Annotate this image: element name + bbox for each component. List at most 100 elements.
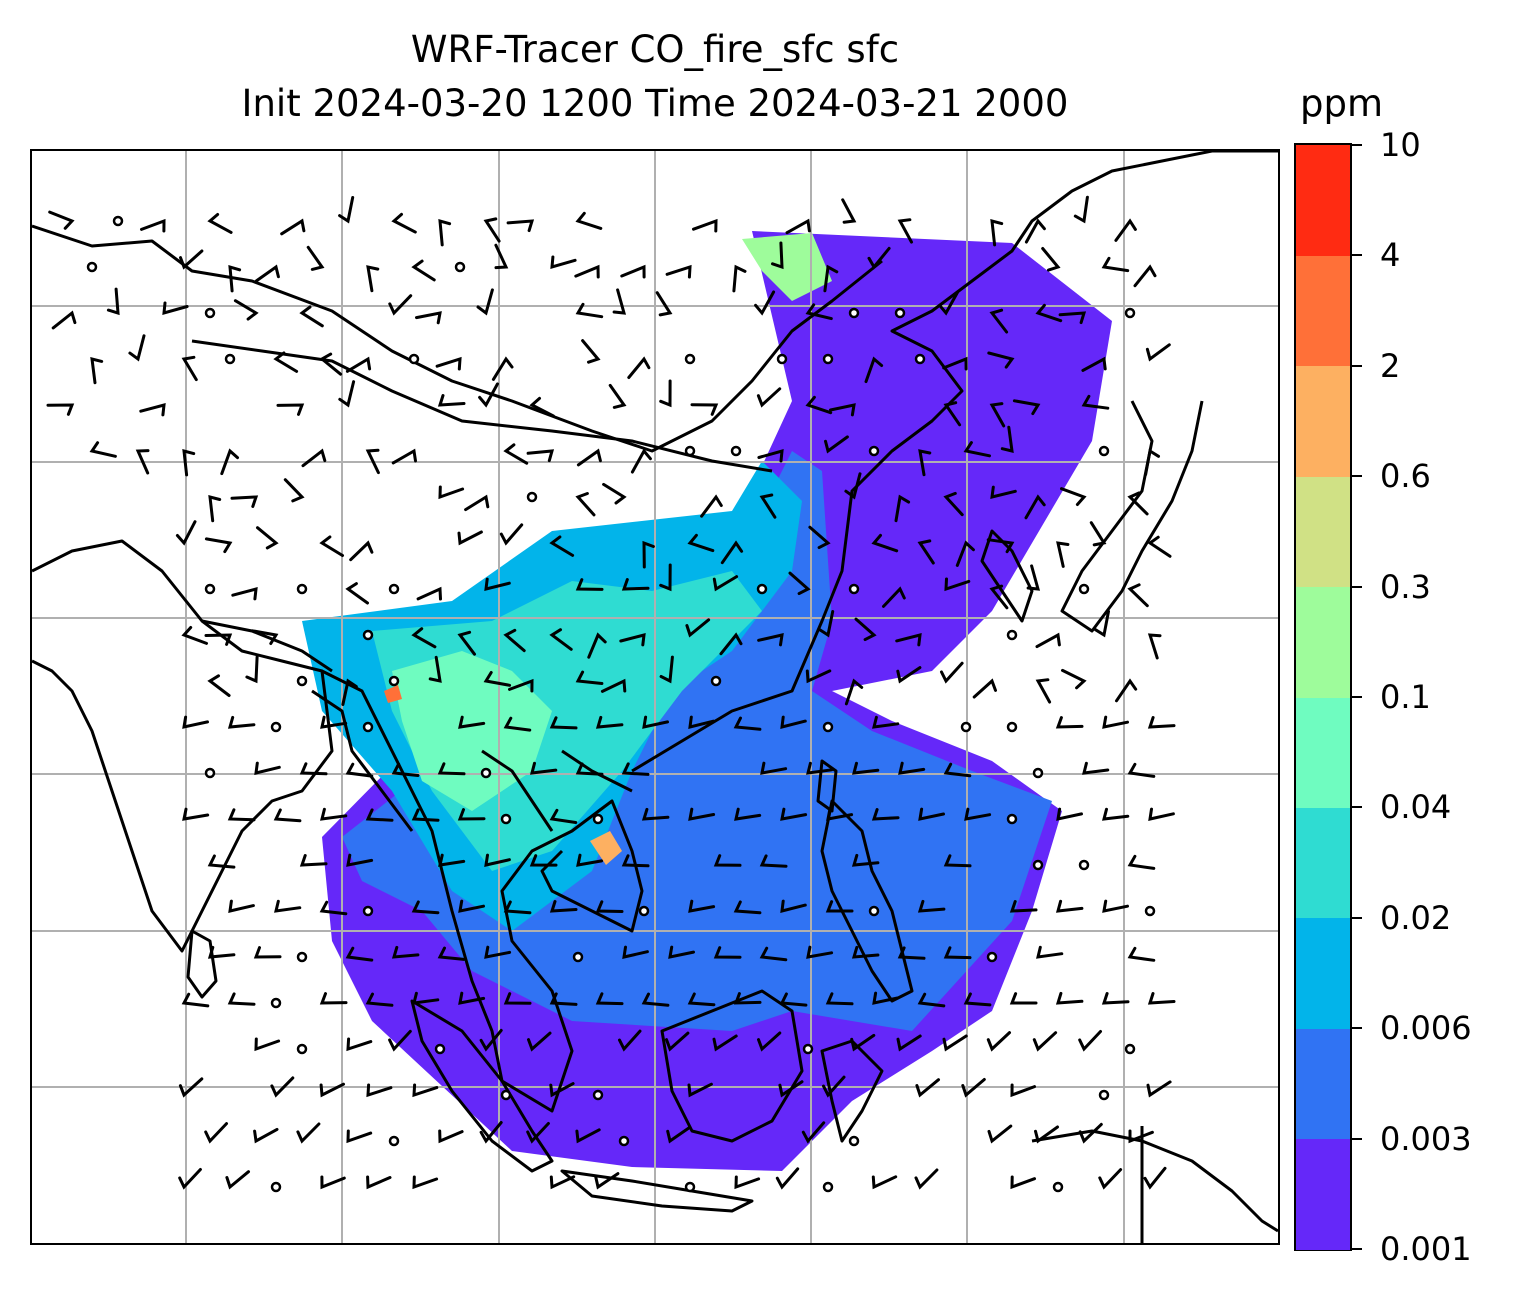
colorbar-segment <box>1296 476 1350 588</box>
wind-barb <box>366 1175 392 1190</box>
wind-barb <box>1034 1125 1059 1144</box>
wind-barb <box>659 563 672 592</box>
wind-barb <box>612 288 627 315</box>
wind-barb <box>457 808 486 821</box>
calm-wind-circle <box>296 583 308 595</box>
wind-barb <box>225 1170 250 1190</box>
calm-wind-circle <box>270 721 282 733</box>
calm-wind-circle <box>848 1135 860 1147</box>
wind-barb <box>600 678 627 693</box>
wind-barb <box>106 287 120 316</box>
wind-barb <box>986 538 1015 554</box>
wind-barb <box>806 945 834 959</box>
wind-barb <box>457 630 476 656</box>
wind-barb <box>942 1034 968 1052</box>
wind-barb <box>320 1175 346 1190</box>
wind-barb <box>759 946 788 962</box>
wind-barb <box>338 380 356 408</box>
wind-barb <box>139 402 166 417</box>
wind-barb <box>608 383 627 409</box>
colorbar-tick-label: 0.04 <box>1380 788 1452 827</box>
wind-barb <box>668 945 695 959</box>
wind-barb <box>852 761 880 775</box>
wind-barb <box>90 357 104 385</box>
wind-barb <box>805 669 832 684</box>
wind-barb <box>273 351 299 373</box>
wind-barb <box>458 899 485 913</box>
calm-wind-circle <box>1006 721 1018 733</box>
calm-wind-circle <box>454 261 466 273</box>
wind-barb <box>778 1080 804 1098</box>
wind-barb <box>228 264 242 293</box>
calm-wind-circle <box>526 491 538 503</box>
colorbar-tick-label: 0.3 <box>1380 567 1431 606</box>
wind-barb <box>48 210 75 230</box>
wind-barb <box>700 494 723 518</box>
wind-barb <box>1081 356 1107 372</box>
wind-barb <box>574 264 600 279</box>
wind-barb <box>411 900 440 915</box>
wind-barb <box>602 482 627 505</box>
wind-barb <box>595 992 624 1006</box>
calm-wind-circle <box>224 353 236 365</box>
wind-barb <box>575 578 604 591</box>
wind-barb <box>1055 716 1084 729</box>
wind-barb <box>1127 583 1149 608</box>
wind-barb <box>437 394 466 407</box>
wind-barb <box>1036 945 1064 959</box>
wind-barb <box>365 448 380 475</box>
wind-barb <box>1081 394 1110 410</box>
wind-barb <box>961 1078 986 1098</box>
wind-barb <box>207 674 231 697</box>
wind-barb <box>529 396 555 418</box>
wind-barb <box>254 264 280 283</box>
border-himalaya <box>201 619 333 673</box>
wind-barb <box>871 808 900 821</box>
wind-barb <box>989 402 1006 428</box>
wind-barb <box>872 715 900 729</box>
wind-barb <box>162 301 189 316</box>
colorbar-tick-label: 4 <box>1380 236 1401 275</box>
wind-barb <box>415 311 442 325</box>
wind-barb <box>775 1167 800 1190</box>
colorbar-tick <box>1352 475 1362 478</box>
colorbar <box>1294 143 1352 1251</box>
wind-barb <box>438 853 466 867</box>
wind-barb <box>756 387 782 408</box>
colorbar-unit-label: ppm <box>1300 82 1384 125</box>
wind-barb <box>801 1121 826 1144</box>
wind-barb <box>458 715 486 729</box>
wind-barb <box>503 716 532 732</box>
calm-wind-circle <box>868 905 880 917</box>
wind-barb <box>688 899 716 913</box>
wind-barb <box>621 854 650 868</box>
colorbar-segment <box>1296 697 1350 808</box>
wind-barb <box>526 1122 550 1144</box>
wind-barb <box>499 523 524 546</box>
calm-wind-circle <box>1124 307 1136 319</box>
wind-barb <box>391 448 417 465</box>
calm-wind-circle <box>1078 583 1090 595</box>
colorbar-segment <box>1296 1028 1350 1140</box>
wind-barb <box>576 448 602 467</box>
colorbar-tick-label: 0.001 <box>1380 1230 1472 1268</box>
wind-barb <box>917 539 935 565</box>
wind-barb <box>757 633 784 647</box>
wind-barb <box>771 241 784 270</box>
field-north-patch <box>742 233 832 301</box>
colorbar-tick-label: 10 <box>1380 126 1421 164</box>
wind-barb <box>320 715 348 729</box>
calm-wind-circle <box>1006 813 1018 825</box>
calm-wind-circle <box>756 583 768 595</box>
calm-wind-circle <box>1052 1181 1064 1193</box>
calm-wind-circle <box>1144 905 1156 917</box>
colorbar-segment <box>1296 255 1350 367</box>
wind-barb <box>914 1168 939 1190</box>
wind-barb <box>253 1127 279 1144</box>
wind-barb <box>594 1172 620 1190</box>
colorbar-tick-label: 0.006 <box>1380 1009 1472 1048</box>
wind-barb <box>1146 1080 1172 1098</box>
calm-wind-circle <box>270 1181 282 1193</box>
colorbar-tick <box>1352 806 1362 809</box>
colorbar-tick <box>1352 364 1362 367</box>
